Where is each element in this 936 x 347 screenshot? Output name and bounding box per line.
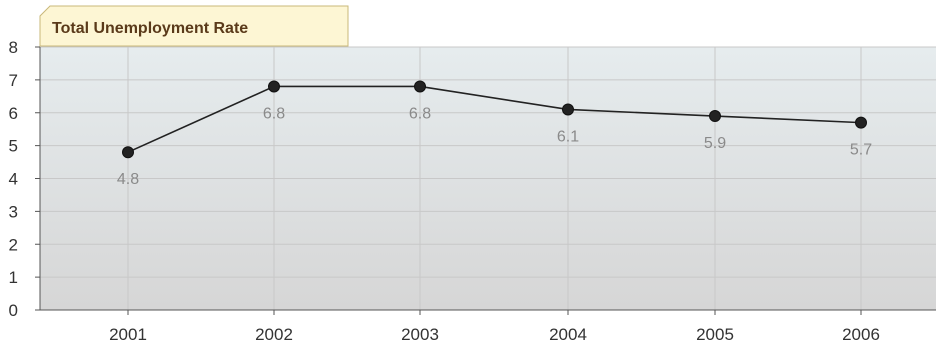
data-point	[122, 146, 134, 159]
data-label: 6.8	[409, 105, 431, 122]
x-axis-ticks: 2001 2002 2003 2004 2005 2006	[109, 310, 880, 344]
series-line	[127, 85, 862, 153]
y-tick-label: 3	[9, 202, 18, 221]
x-tick-label: 2002	[255, 325, 293, 344]
x-tick-label: 2005	[696, 325, 734, 344]
x-tick-label: 2003	[401, 325, 439, 344]
data-label: 5.7	[850, 142, 872, 159]
data-point	[709, 110, 721, 123]
data-point	[562, 103, 574, 116]
y-tick-label: 2	[9, 235, 18, 254]
data-point	[414, 80, 426, 93]
x-tick-label: 2001	[109, 325, 147, 344]
series-markers	[122, 80, 867, 159]
data-point	[855, 116, 867, 129]
chart-title: Total Unemployment Rate	[52, 20, 248, 37]
y-tick-label: 1	[9, 268, 18, 287]
data-point	[268, 80, 280, 93]
data-label: 4.8	[117, 171, 139, 188]
y-tick-label: 7	[9, 71, 18, 90]
grid	[40, 46, 936, 310]
x-tick-label: 2006	[842, 325, 880, 344]
y-tick-label: 0	[9, 301, 18, 320]
data-label: 6.8	[263, 105, 285, 122]
x-tick-label: 2004	[549, 325, 587, 344]
data-labels: 4.8 6.8 6.8 6.1 5.9 5.7	[117, 105, 872, 188]
data-label: 6.1	[557, 128, 579, 145]
y-tick-label: 5	[9, 137, 18, 156]
title-background	[39, 5, 349, 47]
y-tick-label: 4	[9, 170, 18, 189]
y-tick-label: 8	[9, 38, 18, 57]
chart-title-tab: Total Unemployment Rate	[39, 5, 349, 47]
y-tick-label: 6	[9, 104, 18, 123]
data-label: 5.9	[704, 135, 726, 152]
y-axis-ticks: 0 1 2 3 4 5 6 7 8	[9, 38, 40, 320]
